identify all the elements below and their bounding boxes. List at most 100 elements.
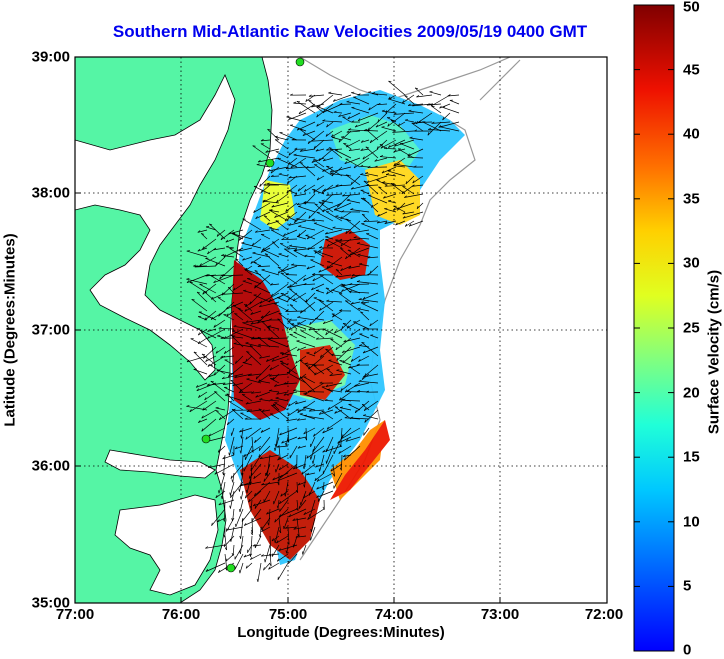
velocity-arrow <box>272 472 289 481</box>
velocity-arrow-head <box>396 163 400 165</box>
velocity-arrow-head <box>311 460 314 464</box>
velocity-arrow <box>286 216 298 222</box>
velocity-arrow <box>244 517 262 526</box>
velocity-arrow-head <box>316 177 319 181</box>
velocity-arrow <box>350 417 370 420</box>
velocity-arrow <box>341 427 361 440</box>
velocity-arrow-head <box>271 404 275 407</box>
velocity-arrow <box>313 139 325 149</box>
colorbar-tick-label: 10 <box>683 513 700 531</box>
velocity-arrow-head <box>405 181 408 185</box>
velocity-arrow-head <box>276 199 279 203</box>
velocity-arrow-head <box>438 125 442 128</box>
velocity-arrow <box>447 94 460 97</box>
velocity-arrow <box>275 151 289 159</box>
velocity-arrow <box>359 333 370 339</box>
velocity-arrow <box>303 490 316 499</box>
velocity-arrow <box>203 291 217 303</box>
velocity-arrow <box>316 472 334 482</box>
velocity-arrow-head <box>257 264 261 267</box>
velocity-arrow-head <box>314 203 318 206</box>
velocity-arrow-head <box>286 418 290 422</box>
x-axis-label: Longitude (Degrees:Minutes) <box>237 624 445 641</box>
velocity-arrow <box>361 213 370 222</box>
velocity-arrow <box>219 409 235 421</box>
velocity-arrow <box>310 436 316 448</box>
velocity-arrow <box>225 238 235 243</box>
velocity-arrow-head <box>407 155 411 158</box>
velocity-arrow-head <box>272 241 276 243</box>
velocity-arrow-head <box>298 111 301 115</box>
velocity-arrow <box>269 209 289 222</box>
velocity-arrow-head <box>363 180 367 183</box>
velocity-arrow <box>340 248 352 258</box>
velocity-arrow <box>428 129 451 132</box>
velocity-arrow-head <box>287 413 290 417</box>
velocity-arrow <box>347 112 361 120</box>
velocity-arrow-head <box>326 260 331 263</box>
velocity-arrow-head <box>278 501 282 504</box>
velocity-arrow-head <box>321 199 325 202</box>
velocity-arrow-head <box>294 401 298 405</box>
velocity-arrow-head <box>239 450 242 454</box>
velocity-arrow-head <box>259 398 263 400</box>
colorbar-tick-label: 50 <box>683 0 700 16</box>
velocity-arrow-head <box>235 258 239 261</box>
velocity-arrow-head <box>354 124 358 128</box>
velocity-arrow-head <box>345 300 349 302</box>
velocity-arrow <box>307 508 325 520</box>
velocity-arrow <box>273 490 280 505</box>
velocity-arrow <box>210 275 226 285</box>
velocity-arrow-head <box>365 172 369 174</box>
velocity-arrow <box>296 236 307 240</box>
velocity-arrow-head <box>377 119 380 123</box>
velocity-arrow <box>366 129 379 141</box>
velocity-arrow-head <box>345 174 349 176</box>
velocity-arrow <box>298 205 316 213</box>
velocity-arrow <box>196 291 208 303</box>
velocity-arrow-head <box>315 464 318 468</box>
velocity-arrow-head <box>288 176 292 179</box>
velocity-arrow-head <box>390 182 394 185</box>
velocity-arrow-head <box>306 472 310 476</box>
velocity-arrow <box>232 508 235 522</box>
velocity-arrow-head <box>277 270 280 274</box>
velocity-arrow-head <box>346 199 350 201</box>
velocity-arrow <box>259 292 280 304</box>
velocity-arrow <box>261 409 271 412</box>
velocity-arrow-head <box>351 273 355 276</box>
velocity-arrow <box>345 174 361 186</box>
velocity-arrow <box>345 247 361 260</box>
velocity-arrow <box>244 304 253 312</box>
velocity-arrow-head <box>330 172 334 175</box>
velocity-arrow <box>346 101 361 105</box>
velocity-arrow-head <box>283 382 287 385</box>
velocity-arrow-head <box>245 565 248 569</box>
velocity-arrow <box>381 126 397 132</box>
velocity-arrow <box>274 436 280 451</box>
velocity-arrow-head <box>418 120 422 123</box>
velocity-arrow <box>245 342 262 348</box>
velocity-arrow-head <box>392 130 396 133</box>
velocity-arrow-head <box>210 296 214 300</box>
velocity-arrow <box>252 544 262 547</box>
velocity-arrow <box>342 193 361 197</box>
velocity-arrow-head <box>249 345 254 347</box>
velocity-arrow <box>216 370 235 375</box>
velocity-arrow <box>322 120 343 123</box>
velocity-arrow-head <box>322 158 326 162</box>
velocity-arrow-head <box>199 263 202 267</box>
velocity-arrow <box>339 360 352 366</box>
velocity-arrow <box>260 310 280 319</box>
velocity-arrow <box>377 112 388 123</box>
velocity-arrow <box>201 353 217 366</box>
velocity-arrow <box>303 427 316 435</box>
velocity-arrow <box>286 184 298 194</box>
velocity-arrow-head <box>279 508 281 512</box>
velocity-arrow <box>290 157 307 169</box>
velocity-arrow-head <box>384 184 388 187</box>
velocity-arrow <box>240 412 253 420</box>
velocity-arrow-head <box>285 208 288 212</box>
velocity-arrow-head <box>256 163 260 166</box>
velocity-arrow-head <box>293 153 297 156</box>
